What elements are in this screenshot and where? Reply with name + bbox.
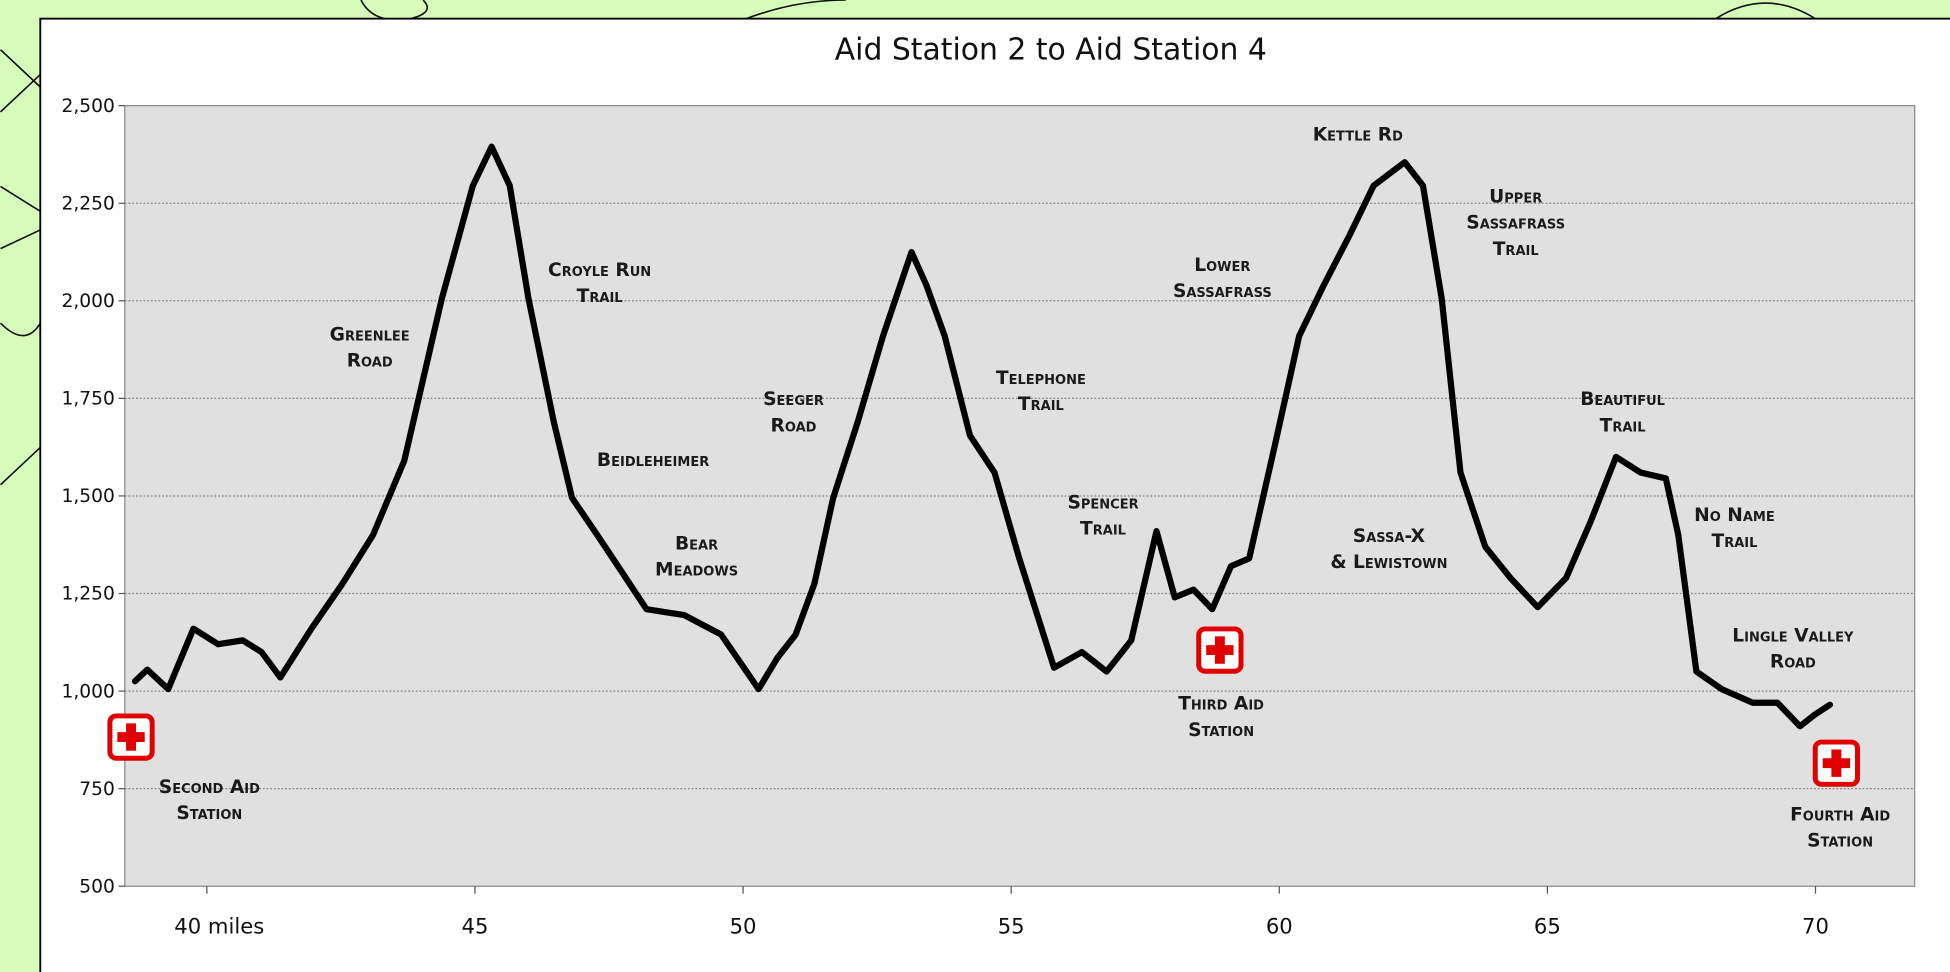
chart: Aid Station 2 to Aid Station 4 500 750 1,0… — [0, 0, 1950, 972]
annotation: Trail — [1711, 531, 1757, 552]
y-tick-label: 1,250 — [62, 584, 115, 605]
y-tick-label: 1,750 — [62, 389, 115, 410]
aid-icon — [1199, 629, 1241, 671]
x-tick-label: 60 — [1266, 913, 1293, 938]
annotation: Road — [771, 415, 817, 436]
y-tick-label: 500 — [79, 876, 115, 897]
annotation: Road — [1770, 651, 1816, 672]
annotation: Road — [347, 351, 393, 372]
annotation: Trail — [1018, 394, 1064, 415]
annotation: Greenlee — [330, 325, 410, 346]
annotation: Sassafrass — [1173, 281, 1272, 302]
annotation: Station — [176, 803, 242, 824]
annotation: Trail — [577, 286, 623, 307]
x-tick-label: 45 — [462, 913, 489, 938]
y-tick-label: 2,500 — [62, 96, 115, 117]
annotation: Kettle Rd — [1313, 124, 1403, 145]
annotation: Trail — [1600, 415, 1646, 436]
annotation: Station — [1188, 720, 1254, 741]
annotation: Beidleheimer — [597, 450, 709, 471]
y-tick-label: 1,500 — [62, 486, 115, 507]
annotation: Bear — [675, 533, 718, 554]
annotation: Lingle Valley — [1732, 625, 1854, 646]
annotation: Sassafrass — [1466, 213, 1565, 234]
chart-title: Aid Station 2 to Aid Station 4 — [835, 33, 1267, 68]
annotation: Lower — [1194, 255, 1250, 276]
annotation: Spencer — [1067, 492, 1138, 513]
x-tick-label: 55 — [998, 913, 1025, 938]
annotation: Meadows — [655, 559, 738, 580]
annotation: Telephone — [996, 368, 1086, 389]
annotation: Croyle Run — [548, 260, 651, 281]
annotation: Sassa-X — [1353, 526, 1425, 547]
x-tick-label: 50 — [730, 913, 757, 938]
annotation: No Name — [1694, 505, 1775, 526]
annotation: Seeger — [763, 389, 824, 410]
x-tick-label: 40 miles — [174, 913, 264, 938]
x-tick-label: 65 — [1534, 913, 1561, 938]
annotation: Upper — [1489, 187, 1542, 208]
annotation: Trail — [1080, 518, 1126, 539]
annotation: Fourth Aid — [1790, 804, 1890, 825]
annotation: Trail — [1493, 239, 1539, 260]
annotation: Third Aid — [1178, 694, 1264, 715]
y-tick-label: 2,250 — [62, 193, 115, 214]
annotation: Beautiful — [1580, 389, 1665, 410]
y-tick-label: 750 — [79, 779, 115, 800]
annotation: & Lewistown — [1330, 552, 1447, 573]
x-tick-label: 70 — [1802, 913, 1829, 938]
annotation: Second Aid — [159, 777, 260, 798]
aid-icon — [110, 716, 152, 758]
aid-icon — [1815, 742, 1857, 784]
y-tick-label: 2,000 — [62, 291, 115, 312]
annotation: Station — [1807, 830, 1873, 851]
y-tick-label: 1,000 — [62, 681, 115, 702]
